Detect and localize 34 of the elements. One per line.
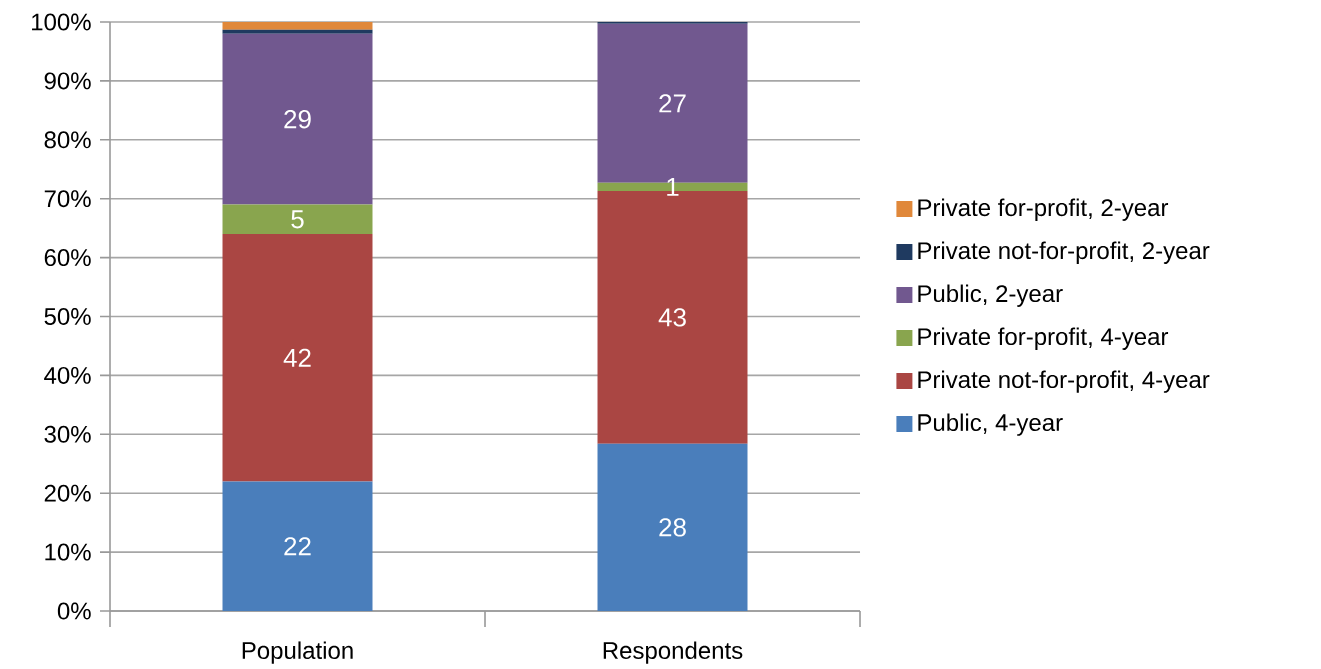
y-tick-label: 80% <box>44 131 91 149</box>
y-tick-label: 100% <box>32 13 91 31</box>
bar <box>222 22 373 30</box>
bar <box>222 481 373 611</box>
legend-label: Public, 4-year <box>918 413 1063 436</box>
data-label: 28 <box>659 518 686 537</box>
data-label: 5 <box>291 210 304 229</box>
data-label: 42 <box>283 348 311 367</box>
legend-label: Private for-profit, 2-year <box>918 198 1169 221</box>
bar <box>597 443 748 611</box>
legend-label: Private for-profit, 4-year <box>918 327 1169 350</box>
y-tick-label: 50% <box>44 308 91 325</box>
data-label: 27 <box>659 94 686 113</box>
y-tick-label: 60% <box>44 249 91 267</box>
data-label: 22 <box>284 537 311 556</box>
y-tick-label: 20% <box>44 484 91 502</box>
legend-label: Public, 2-year <box>918 284 1063 307</box>
legend-label: Private not-for-profit, 2-year <box>918 241 1210 264</box>
bar <box>222 234 373 482</box>
bar <box>222 29 373 34</box>
legend-label: Private not-for-profit, 4-year <box>918 370 1210 393</box>
x-tick-label: Population <box>242 641 353 664</box>
y-tick-label: 10% <box>45 543 91 561</box>
y-tick-label: 30% <box>44 425 91 443</box>
data-label: 29 <box>284 109 311 129</box>
x-tick-label: Respondents <box>603 641 743 664</box>
bar <box>222 33 373 205</box>
data-label: 1 <box>667 177 679 196</box>
data-label: 43 <box>658 308 686 327</box>
bar <box>222 204 373 235</box>
y-tick-label: 0% <box>57 602 91 620</box>
y-tick-label: 70% <box>44 190 91 208</box>
y-tick-label: 90% <box>44 72 91 90</box>
y-tick-label: 40% <box>44 366 91 384</box>
